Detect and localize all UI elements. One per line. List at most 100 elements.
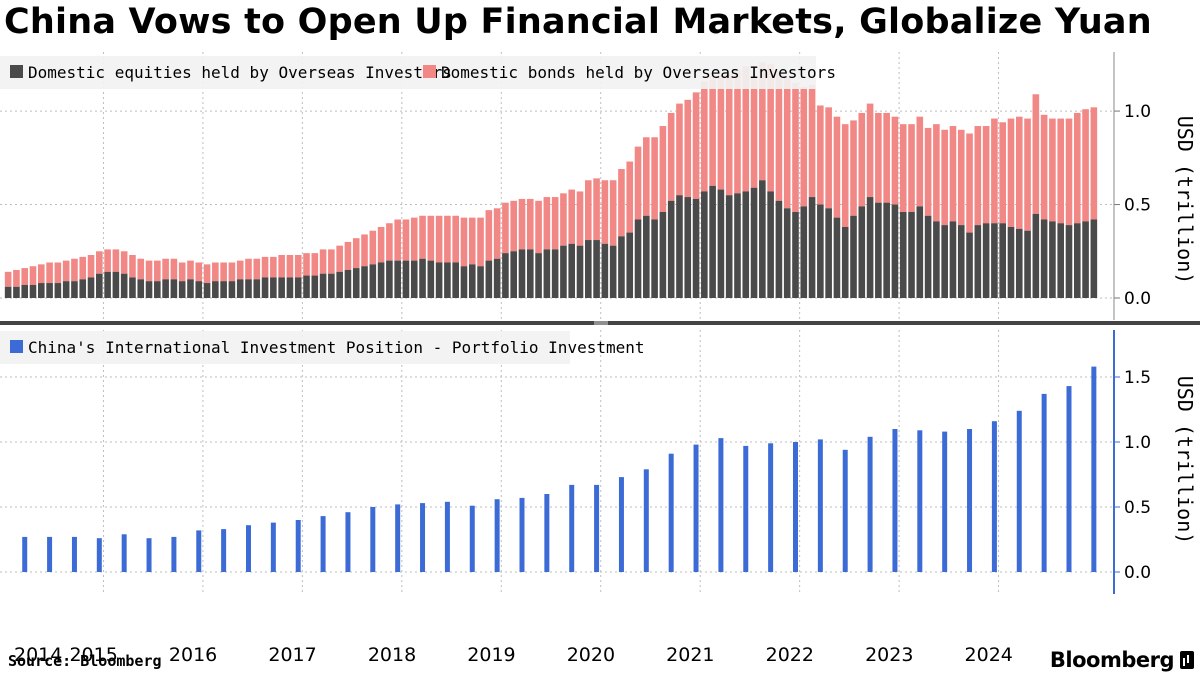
equities-bar [543, 249, 551, 298]
bonds-bar [369, 230, 377, 265]
bonds-bar [410, 217, 418, 261]
bonds-bar [1082, 109, 1089, 222]
bonds-bar [576, 191, 584, 246]
bonds-bar [875, 112, 882, 203]
equities-bar [427, 260, 435, 298]
portfolio-bar [146, 538, 152, 572]
bonds-bar [328, 249, 335, 274]
x-tick-label: 2019 [467, 644, 515, 666]
top-tick-label: 0.5 [1124, 196, 1151, 216]
portfolio-bar [444, 501, 450, 572]
bonds-bar [991, 118, 998, 224]
equities-bar [170, 279, 178, 298]
equities-bar [618, 236, 625, 298]
bonds-bar [419, 215, 426, 259]
portfolio-bar [693, 444, 699, 572]
portfolio-bar [867, 436, 873, 572]
equities-bar [477, 266, 484, 298]
equities-bar [419, 258, 426, 298]
portfolio-bar [494, 499, 500, 572]
bonds-bar [261, 256, 269, 278]
bonds-bar [535, 200, 542, 254]
legend-label-bonds: Domestic bonds held by Overseas Investor… [441, 63, 836, 82]
bonds-bar [899, 124, 907, 213]
portfolio-bar [420, 503, 426, 572]
bonds-bar [236, 260, 244, 280]
bonds-bar [435, 215, 443, 263]
bonds-bar [79, 256, 87, 280]
bonds-bar [13, 269, 20, 287]
bonds-bar [319, 249, 327, 274]
equities-bar [328, 273, 335, 298]
bonds-bar [626, 161, 634, 233]
bonds-bar [966, 133, 973, 233]
equities-bar [634, 219, 642, 298]
bonds-bar [783, 77, 791, 209]
bottom-legend-bg [0, 331, 570, 364]
equities-bar [957, 225, 965, 298]
bonds-bar [493, 208, 501, 259]
equities-bar [817, 204, 824, 298]
bonds-bar [477, 217, 484, 267]
bonds-bar [825, 107, 832, 209]
equities-bar [493, 258, 501, 298]
legend-label-portfolio: China's International Investment Positio… [28, 338, 645, 357]
equities-bar [145, 281, 153, 298]
bonds-bar [593, 178, 600, 241]
equities-bar [825, 208, 832, 298]
equities-bar [71, 281, 78, 298]
portfolio-bar [47, 536, 53, 572]
equities-bar [137, 279, 145, 298]
equities-bar [1024, 230, 1031, 298]
bonds-bar [676, 103, 683, 196]
bottom-tick-label: 1.5 [1124, 368, 1151, 388]
x-tick-label: 2021 [666, 644, 714, 666]
equities-bar [54, 283, 62, 298]
bonds-bar [294, 255, 302, 278]
equities-bar [684, 197, 692, 298]
bonds-bar [162, 258, 169, 280]
bonds-bar [21, 268, 29, 285]
equities-bar [750, 187, 758, 298]
equities-bar [369, 264, 377, 298]
equities-bar [270, 277, 277, 298]
equities-bar [734, 193, 741, 298]
bonds-bar [303, 253, 310, 276]
brand-logo: Bloomberg [1050, 648, 1194, 672]
bottom-tick-label: 0.5 [1124, 498, 1151, 518]
equities-bar [949, 221, 957, 298]
equities-bar [510, 251, 518, 298]
bonds-bar [427, 215, 435, 261]
equities-bar [336, 271, 343, 298]
equities-bar [253, 279, 261, 298]
portfolio-bar [967, 429, 973, 572]
portfolio-bar [544, 494, 550, 572]
bonds-bar [394, 219, 401, 261]
equities-bar [386, 260, 393, 298]
bonds-bar [775, 71, 783, 201]
portfolio-bar [718, 438, 724, 572]
equities-bar [933, 221, 940, 298]
bonds-bar [4, 271, 12, 287]
bonds-bar [1073, 112, 1081, 224]
equities-bar [1007, 226, 1015, 298]
portfolio-bar [196, 530, 202, 572]
top-legend: Domestic equities held by Overseas Inves… [0, 56, 836, 89]
bonds-bar [386, 223, 393, 261]
bonds-bar [468, 217, 476, 265]
top-y-label: USD (trillion) [1173, 116, 1197, 285]
bonds-bar [71, 258, 78, 282]
bonds-bar [54, 262, 62, 284]
portfolio-bar [221, 529, 227, 572]
bonds-bar [145, 260, 153, 282]
bonds-bar [62, 260, 70, 282]
bonds-bar [220, 262, 227, 282]
equities-bar [410, 260, 418, 298]
x-axis: 2014 2015 2016 2017 2018 2019 2020 2021 2022 2023… [14, 644, 1013, 666]
x-tick-label: 2014 [14, 644, 62, 666]
bonds-bar [452, 215, 459, 263]
bonds-bar [916, 116, 924, 207]
equities-bar [1032, 213, 1040, 298]
portfolio-bar [668, 453, 674, 572]
bonds-bar [278, 255, 285, 278]
